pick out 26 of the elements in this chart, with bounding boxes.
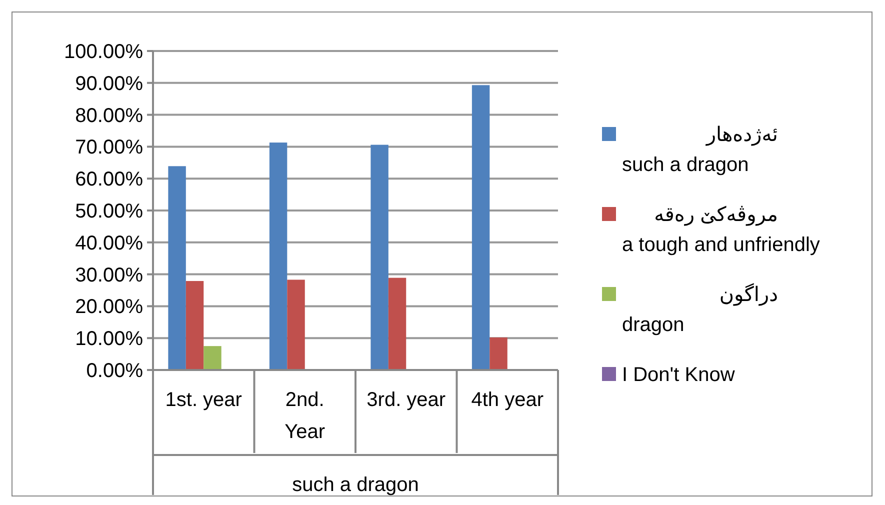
x-tick-label: 3rd. year	[366, 389, 446, 411]
y-tick-label: 80.00%	[75, 104, 144, 127]
x-axis-title: such a dragon	[292, 474, 419, 496]
y-tick-label: 60.00%	[75, 168, 144, 191]
bar	[168, 166, 186, 370]
y-tick-label: 0.00%	[86, 360, 144, 382]
y-tick-label: 20.00%	[75, 296, 144, 318]
y-tick-label: 90.00%	[75, 72, 144, 95]
x-tick-label: 1st. year	[165, 389, 242, 411]
bar	[472, 85, 490, 370]
bar	[490, 337, 508, 370]
bar	[204, 346, 222, 370]
y-tick-label: 40.00%	[75, 232, 144, 254]
bar	[269, 142, 288, 370]
x-tick-label: 4th year	[471, 389, 544, 411]
y-tick-label: 70.00%	[75, 136, 144, 159]
legend-label: I Don't Know	[622, 364, 736, 386]
bar	[186, 281, 204, 370]
x-tick-label: 2nd. Year	[284, 389, 326, 443]
y-tick-label: 30.00%	[75, 264, 144, 286]
y-tick-label: 10.00%	[75, 328, 144, 350]
bar	[287, 280, 305, 370]
bar	[388, 278, 406, 370]
y-tick-label: 100.00%	[64, 41, 144, 63]
bar	[370, 144, 388, 370]
y-tick-label: 50.00%	[75, 200, 144, 222]
